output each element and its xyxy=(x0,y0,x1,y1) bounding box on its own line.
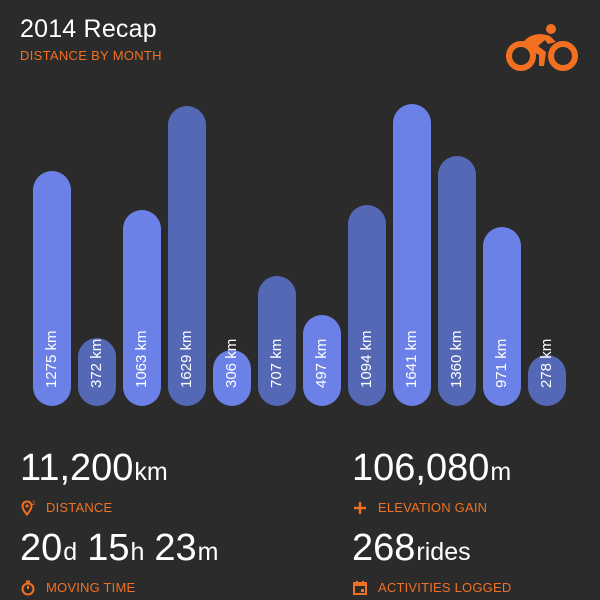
bar-value-label: 1360 km xyxy=(448,330,465,388)
map-pin-icon: 2 xyxy=(21,500,36,516)
plus-icon xyxy=(354,502,366,514)
activities-label: ACTIVITIES LOGGED xyxy=(378,580,512,595)
chart-bar: 1629 km xyxy=(168,106,206,406)
elevation-label: ELEVATION GAIN xyxy=(378,500,488,515)
activities-value: 268rides xyxy=(352,527,471,569)
chart-bar: 306 km xyxy=(213,339,251,406)
chart-bar: 1641 km xyxy=(393,104,431,406)
distance-label: DISTANCE xyxy=(46,500,113,515)
chart-bar: 278 km xyxy=(528,339,566,406)
chart-bar: 497 km xyxy=(303,314,341,406)
chart-bar: 707 km xyxy=(258,275,296,406)
svg-text:2: 2 xyxy=(32,501,36,507)
distance-stat: 11,200km 2 DISTANCE xyxy=(20,448,168,516)
bar-value-label: 1094 km xyxy=(358,330,375,388)
distance-bar-chart: 1275 km 372 km 1063 km 1629 km 306 km 707 km 4… xyxy=(33,104,566,406)
bar-value-label: 372 km xyxy=(88,338,105,388)
chart-bar: 1094 km xyxy=(348,204,386,406)
stopwatch-icon xyxy=(21,580,35,596)
bar-value-label: 707 km xyxy=(268,338,285,388)
bar-value-label: 306 km xyxy=(223,338,240,388)
calendar-icon xyxy=(353,581,367,595)
chart-bar: 971 km xyxy=(483,227,521,406)
moving-time-stat: 20d 15h 23m MOVING TIME xyxy=(20,528,218,596)
elevation-value: 106,080m xyxy=(352,447,512,489)
distance-value: 11,200km xyxy=(20,447,168,489)
chart-subtitle: DISTANCE BY MONTH xyxy=(20,48,162,63)
bar-value-label: 1275 km xyxy=(43,330,60,388)
page-title: 2014 Recap xyxy=(20,15,157,43)
cyclist-icon xyxy=(506,24,578,71)
chart-bar: 1275 km xyxy=(33,171,71,406)
chart-bar: 1063 km xyxy=(123,210,161,406)
activities-stat: 268rides ACTIVITIES LOGGED xyxy=(352,528,511,596)
chart-bar: 1360 km xyxy=(438,155,476,406)
elevation-stat: 106,080m ELEVATION GAIN xyxy=(352,448,511,516)
bar-value-label: 1629 km xyxy=(178,330,195,388)
bar-value-label: 1641 km xyxy=(403,330,420,388)
bar-value-label: 278 km xyxy=(538,338,555,388)
moving-time-value: 20d 15h 23m xyxy=(20,527,219,569)
chart-bar: 372 km xyxy=(78,337,116,406)
bar-value-label: 497 km xyxy=(313,338,330,388)
bar-value-label: 971 km xyxy=(493,338,510,388)
moving-time-label: MOVING TIME xyxy=(46,580,136,595)
header: 2014 Recap DISTANCE BY MONTH xyxy=(20,14,162,64)
bar-value-label: 1063 km xyxy=(133,330,150,388)
